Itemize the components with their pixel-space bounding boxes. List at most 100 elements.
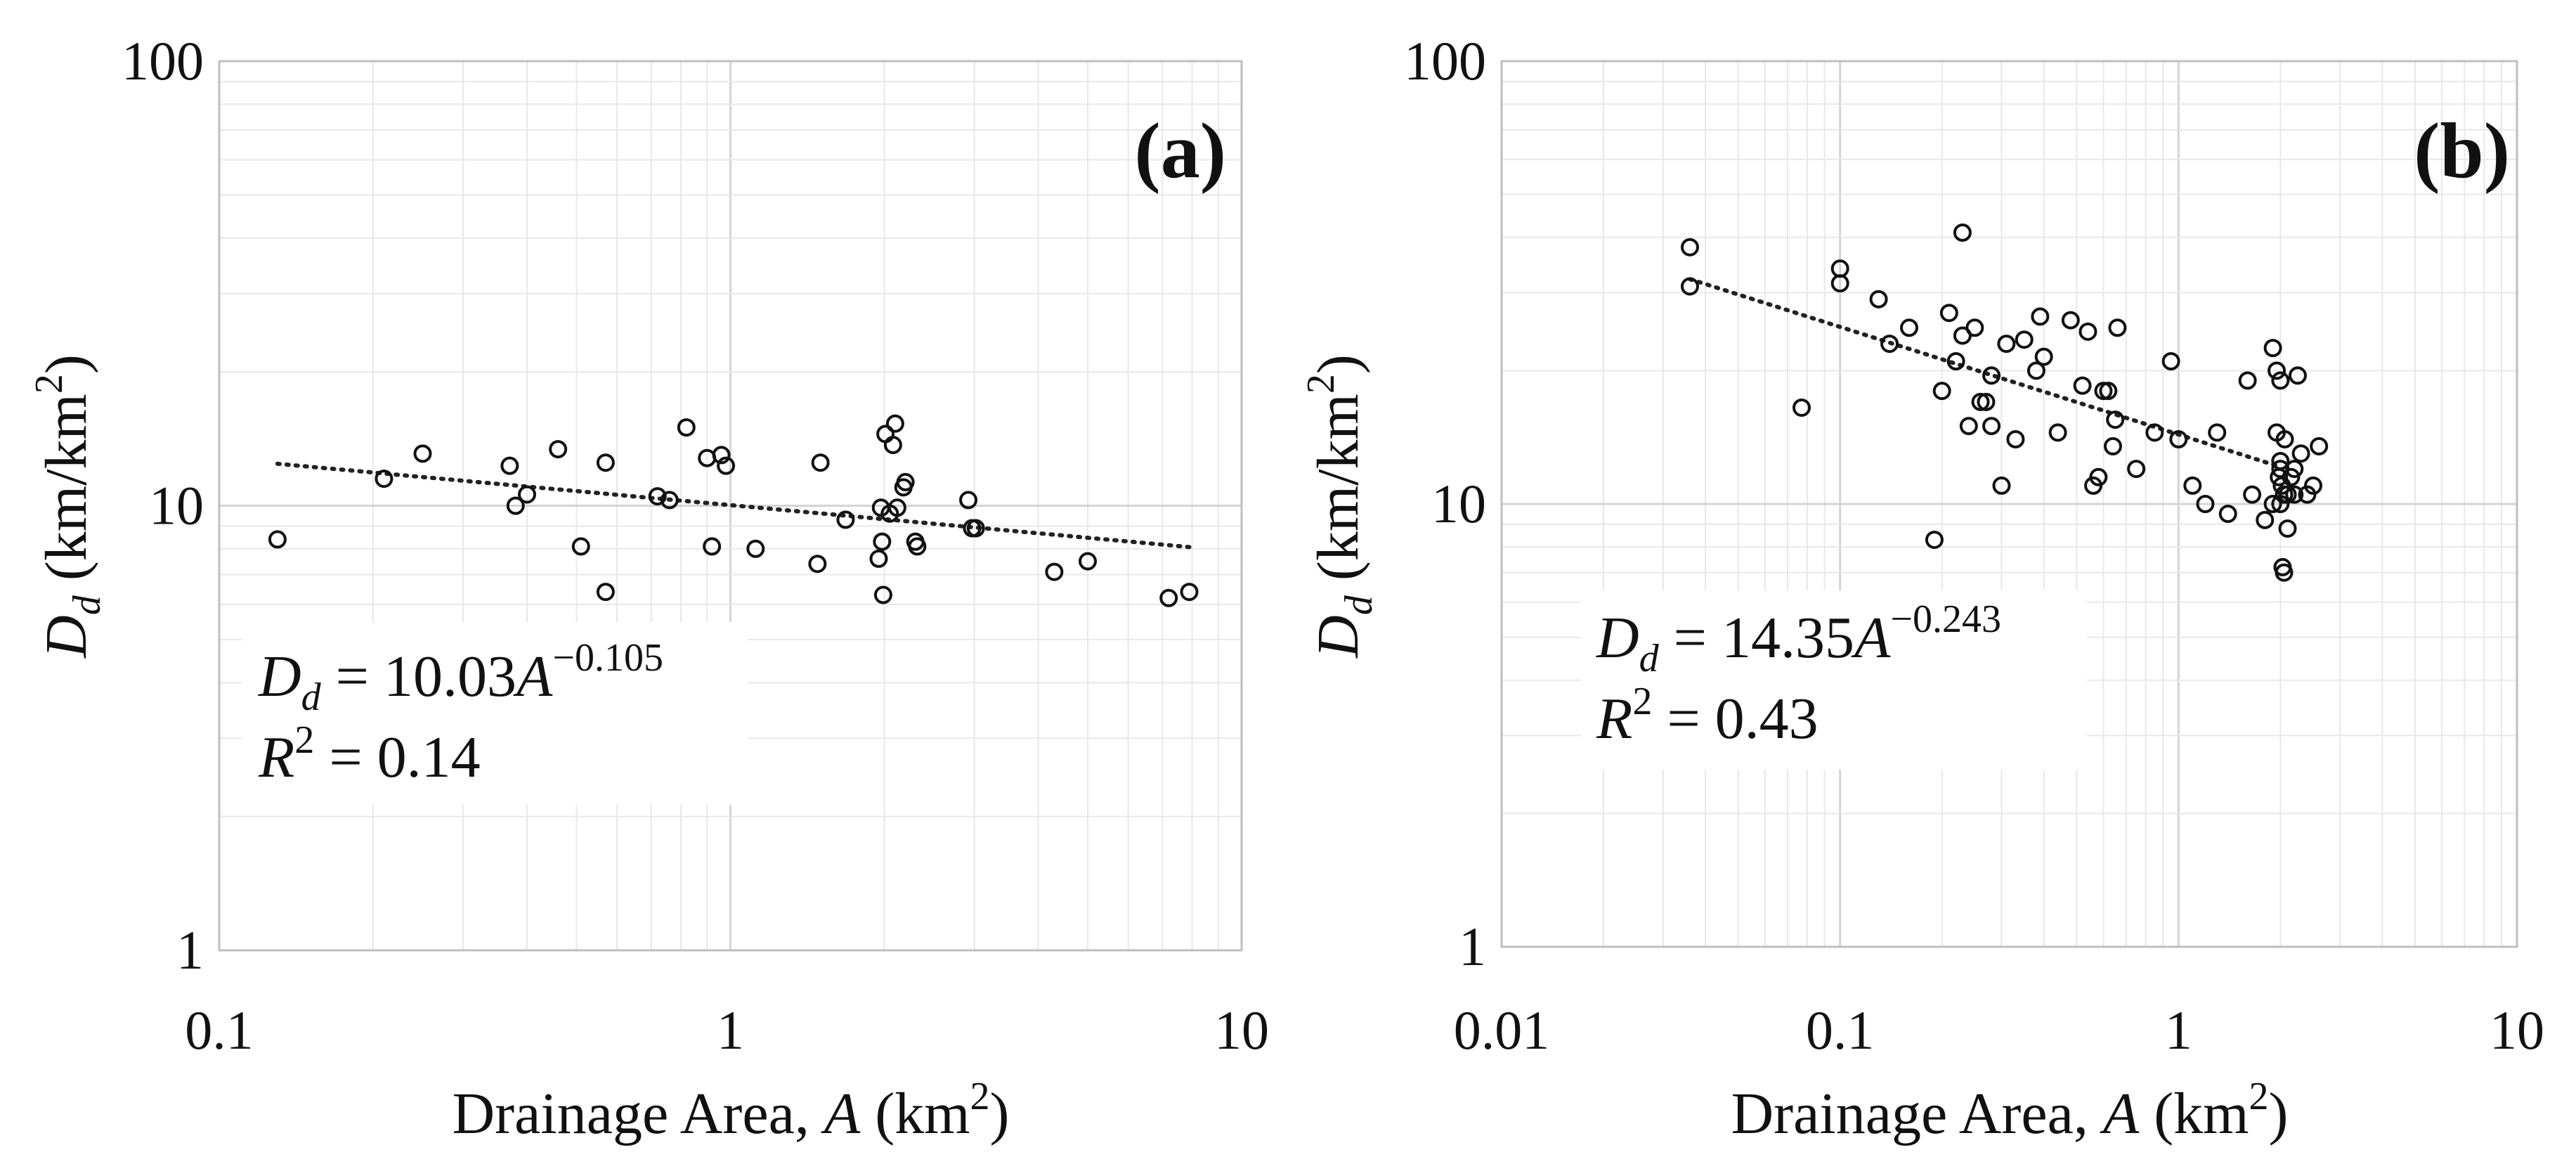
panel-a-data-point xyxy=(1045,562,1064,581)
panel-b-x-title-close: ) xyxy=(2269,1081,2289,1146)
panel-b-data-point xyxy=(2145,423,2164,442)
panel-b-x-tick-label: 10 xyxy=(2490,999,2544,1061)
panel-a-trendline-layer xyxy=(275,461,1195,550)
panel-a-r2-label: R xyxy=(258,725,294,790)
panel-b-data-point xyxy=(2089,467,2108,486)
panel-b-eq-exp: −0.243 xyxy=(1890,597,2001,641)
panel-a-data-point xyxy=(596,583,615,602)
panel-a-data-point xyxy=(885,414,904,433)
panel-a-data-point xyxy=(703,537,722,556)
panel-a-r2-sup: 2 xyxy=(294,718,314,762)
panel-b-data-point xyxy=(2006,429,2025,448)
panel-b-data-point xyxy=(2048,423,2067,442)
panel-b-data-point xyxy=(2270,467,2289,486)
panel-b-data-point xyxy=(1680,277,1699,296)
panel-b-data-point xyxy=(2073,376,2092,395)
panel-b-x-title-sup: 2 xyxy=(2249,1075,2269,1118)
panel-b-data-point xyxy=(2061,311,2080,330)
panel-a-data-point xyxy=(811,453,830,472)
panel-a-y-title-sup: 2 xyxy=(27,374,71,394)
panel-b-data-point xyxy=(2263,495,2282,513)
panel-a-eq-lhs-sub: d xyxy=(301,675,322,719)
panel-a-data-point xyxy=(648,487,667,506)
panel-b-data-point xyxy=(2310,436,2329,455)
panel-b-data-point xyxy=(1977,392,1996,411)
panel-b-data-point xyxy=(2288,366,2307,385)
panel-a-data-point xyxy=(896,472,915,491)
panel-a-y-title-unit: (km/km xyxy=(34,394,99,595)
panel-b-data-point xyxy=(2099,382,2118,401)
panel-b-y-title-sub: d xyxy=(1337,595,1381,615)
panel-b-y-axis-title: Dd (km/km2) xyxy=(1299,354,1381,659)
panel-a-y-tick-label: 10 xyxy=(149,475,204,536)
panel-a-eq-lhs-var: D xyxy=(258,644,301,709)
panel-b-x-tick-label: 0.1 xyxy=(1806,999,1875,1061)
panel-a-data-point xyxy=(887,498,906,517)
panel-a-data-point xyxy=(908,537,927,556)
panel-b-x-axis-title: Drainage Area, A (km2) xyxy=(1731,1075,2289,1146)
panel-a-x-title-unit: (km xyxy=(860,1081,970,1146)
panel-a-data-point xyxy=(506,496,525,515)
panel-b-eq-lhs-sub: d xyxy=(1639,637,1660,680)
panel-a-data-point xyxy=(1079,552,1098,571)
panel-a-data-point xyxy=(836,510,855,529)
panel-a-data-point xyxy=(413,444,432,463)
panel-a-data-point xyxy=(549,440,568,459)
panel-b-data-point xyxy=(1792,398,1811,417)
panel-b-data-point xyxy=(2015,330,2034,349)
panel-a-equation: Dd = 10.03A−0.105 xyxy=(258,636,663,719)
panel-b-data-point xyxy=(2278,519,2297,538)
panel-a-r2-value: = 0.14 xyxy=(314,725,480,790)
panel-a-data-point xyxy=(808,555,827,574)
panel-a-y-axis-title: Dd (km/km2) xyxy=(27,354,109,659)
panel-b-equation: Dd = 14.35A−0.243 xyxy=(1596,597,2001,680)
panel-b-data-point xyxy=(2285,485,2304,504)
panel-a-data-point xyxy=(1180,583,1199,602)
panel-b-y-title-sup: 2 xyxy=(1299,374,1343,394)
panel-b-data-point xyxy=(2034,347,2053,366)
panel-b-r2-sup: 2 xyxy=(1632,680,1652,723)
panel-b-data-point xyxy=(2268,361,2286,380)
panel-a-data-point xyxy=(712,446,731,465)
panel-a-x-title-main: Drainage Area, xyxy=(453,1081,824,1146)
panel-b-data-point xyxy=(2285,460,2304,479)
panel-b-data-point xyxy=(2161,352,2180,371)
panel-b-x-tick-label: 1 xyxy=(2165,999,2192,1061)
panel-b-y-title-unit: (km/km xyxy=(1306,394,1371,595)
panel-a-y-title-var: D xyxy=(34,615,99,659)
panel-a-data-point xyxy=(883,436,902,455)
panel-b-data-point xyxy=(1830,274,1849,293)
panel-b-data-point xyxy=(2027,361,2045,380)
panel-a-y-tick-labels: 1 10 100 xyxy=(122,30,204,981)
panel-b-x-title-unit: (km xyxy=(2139,1081,2249,1146)
panel-b-x-title-var: A xyxy=(2100,1081,2140,1146)
panel-b-y-tick-label: 1 xyxy=(1459,916,1486,977)
panel-a-trendline xyxy=(275,461,1195,550)
panel-b-data-point xyxy=(1992,476,2011,495)
panel-a-x-title-var: A xyxy=(821,1081,861,1146)
panel-b-y-title-close: ) xyxy=(1306,354,1371,374)
panel-a-y-tick-label: 1 xyxy=(176,919,204,981)
panel-b-data-point xyxy=(2263,339,2282,358)
panel-b-data-point xyxy=(1982,417,2001,436)
panel-a-data-point xyxy=(869,549,888,568)
panel-a-y-title-sub: d xyxy=(65,595,109,615)
panel-b-data-point xyxy=(2127,460,2146,479)
panel-b-data-point xyxy=(2282,467,2301,486)
panel-b-data-point xyxy=(2079,322,2097,341)
panel-b-data-point xyxy=(2304,476,2323,495)
panel-a-r2: R2 = 0.14 xyxy=(258,718,481,790)
panel-a-eq-rhs-var: A xyxy=(513,644,553,709)
panel-a-grid xyxy=(218,61,1242,952)
panel-b-eq-rhs: = 14.35 xyxy=(1659,605,1854,671)
panel-b-data-point xyxy=(2238,371,2257,390)
panel-b-grid xyxy=(1500,61,2517,948)
panel-b-label: (b) xyxy=(2414,108,2510,195)
panel-b-data-point xyxy=(1932,382,1951,401)
panel-a-x-tick-label: 0.1 xyxy=(185,999,254,1061)
panel-b-y-tick-label: 10 xyxy=(1431,473,1486,534)
panel-b-data-point xyxy=(2275,563,2294,582)
